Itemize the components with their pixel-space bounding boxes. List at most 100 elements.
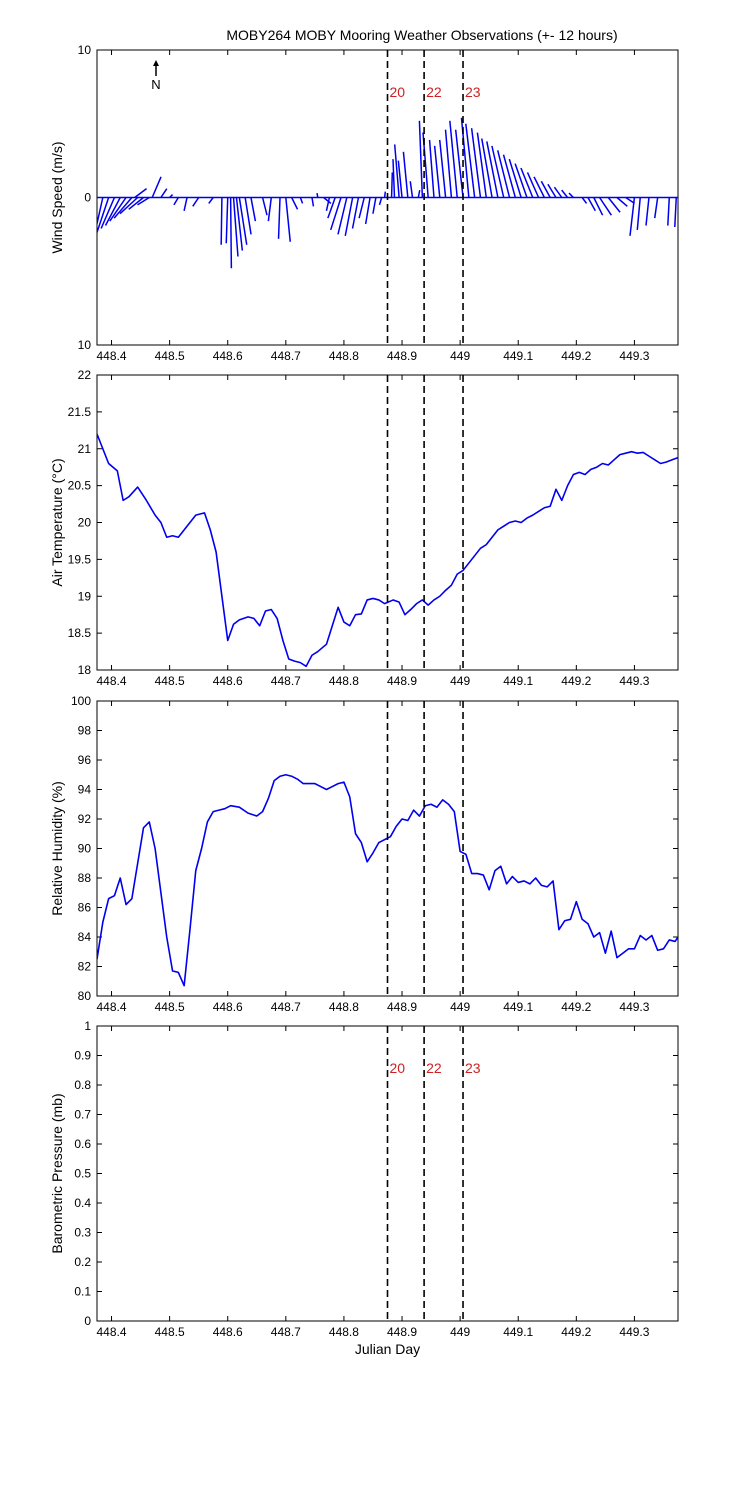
xtick-label: 448.7 [271,674,301,688]
wind-vector [97,197,98,203]
wind-vector [547,183,557,198]
wind-vector [629,197,636,236]
wind-vector [238,197,248,245]
wind-vector [137,196,150,206]
ytick-label: 10 [78,338,92,352]
ytick-label: 10 [78,43,92,57]
wind-vector [636,197,641,231]
xtick-label: 448.9 [387,674,417,688]
event-marker-label: 23 [465,1060,481,1076]
xtick-label: 449 [450,1000,470,1014]
wind-vector [225,197,229,244]
ytick-label: 19 [78,589,92,603]
wind-vector [183,197,188,211]
wind-vector [169,194,174,199]
wind-vector [344,197,354,236]
xtick-label: 448.4 [97,349,127,363]
figure-title: MOBY264 MOBY Mooring Weather Observation… [226,27,617,43]
wind-vector [285,197,291,242]
ytick-label: 0.8 [74,1078,91,1092]
wind-vector [616,196,628,207]
wind-vector [449,120,458,198]
air_temperature-line [97,433,678,668]
ytick-label: 84 [78,930,92,944]
ylabel: Barometric Pressure (mb) [49,1093,65,1253]
wind-vector [244,197,252,235]
wind-vector [229,197,233,269]
xtick-label: 448.5 [155,349,185,363]
wind-vector [674,197,678,228]
xtick-label: 448.5 [155,1325,185,1339]
wind-vector [568,192,574,199]
wind-vector [444,129,453,198]
ytick-label: 0 [84,1314,91,1328]
xtick-label: 448.4 [97,1325,127,1339]
ytick-label: 92 [78,812,92,826]
ytick-label: 88 [78,871,92,885]
wind-vector [486,141,499,198]
wind-vector [267,197,273,222]
wind-vector [325,197,331,211]
north-label: N [151,77,160,92]
xtick-label: 449 [450,1325,470,1339]
xtick-label: 449.3 [619,349,649,363]
wind-vector [581,197,588,204]
wind-vector [625,196,635,205]
north-arrow-head-icon [153,60,159,66]
wind-vector [113,197,133,219]
wind-vector [250,197,257,222]
xtick-label: 448.9 [387,1325,417,1339]
xtick-label: 448.7 [271,349,301,363]
event-marker-label: 20 [390,84,406,100]
panel-wind: 10 0 10 448.4 448.5 448.6 448.7 448.8 448.9 449 44… [49,43,679,363]
wind-vector [533,176,546,198]
ytick-label: 82 [78,960,92,974]
wind-vector [561,189,569,198]
wind-vector [97,197,104,228]
ytick-label: 0.3 [74,1226,91,1240]
ytick-label: 21.5 [68,405,92,419]
event-marker-label: 22 [426,84,442,100]
panel-relative_humidity: 80 82 84 86 88 90 92 94 96 98 100 448.4 448.5 448.6 44… [49,694,679,1014]
wind-vector [514,163,528,198]
ytick-label: 0.4 [74,1196,91,1210]
xtick-label: 448.6 [213,349,243,363]
wind-vector [383,191,387,198]
wind-vector [160,188,168,198]
wind-vector [540,180,551,198]
wind-vector [299,197,304,204]
xtick-label: 448.4 [97,1000,127,1014]
xtick-label: 448.8 [329,674,359,688]
xtick-label: 449 [450,349,470,363]
wind-vector [393,144,400,198]
wind-vector [465,123,476,198]
wind-vector [316,192,319,198]
wind-vector [598,197,612,216]
wind-vector [402,151,409,198]
xtick-label: 449.2 [561,1000,591,1014]
wind-vector [417,189,421,198]
xtick-label: 448.8 [329,1000,359,1014]
ytick-label: 96 [78,753,92,767]
wind-vector [496,150,511,198]
ytick-label: 90 [78,842,92,856]
wind-vector [235,197,244,251]
ytick-label: 100 [71,694,91,708]
xtick-label: 448.4 [97,674,127,688]
wind-vector [337,197,348,235]
wind-vector [104,197,121,226]
ytick-label: 94 [78,783,92,797]
event-marker-label: 23 [465,84,481,100]
wind-vector [97,197,110,234]
wind-vector [418,120,424,198]
wind-vectors [97,117,678,269]
ytick-label: 0.7 [74,1108,91,1122]
xtick-label: 448.9 [387,1000,417,1014]
wind-vector [390,172,394,198]
ytick-label: 20 [78,516,92,530]
wind-vector [653,197,659,219]
xtick-label: 448.8 [329,1325,359,1339]
wind-vector [119,196,139,215]
wind-vector [454,129,464,198]
